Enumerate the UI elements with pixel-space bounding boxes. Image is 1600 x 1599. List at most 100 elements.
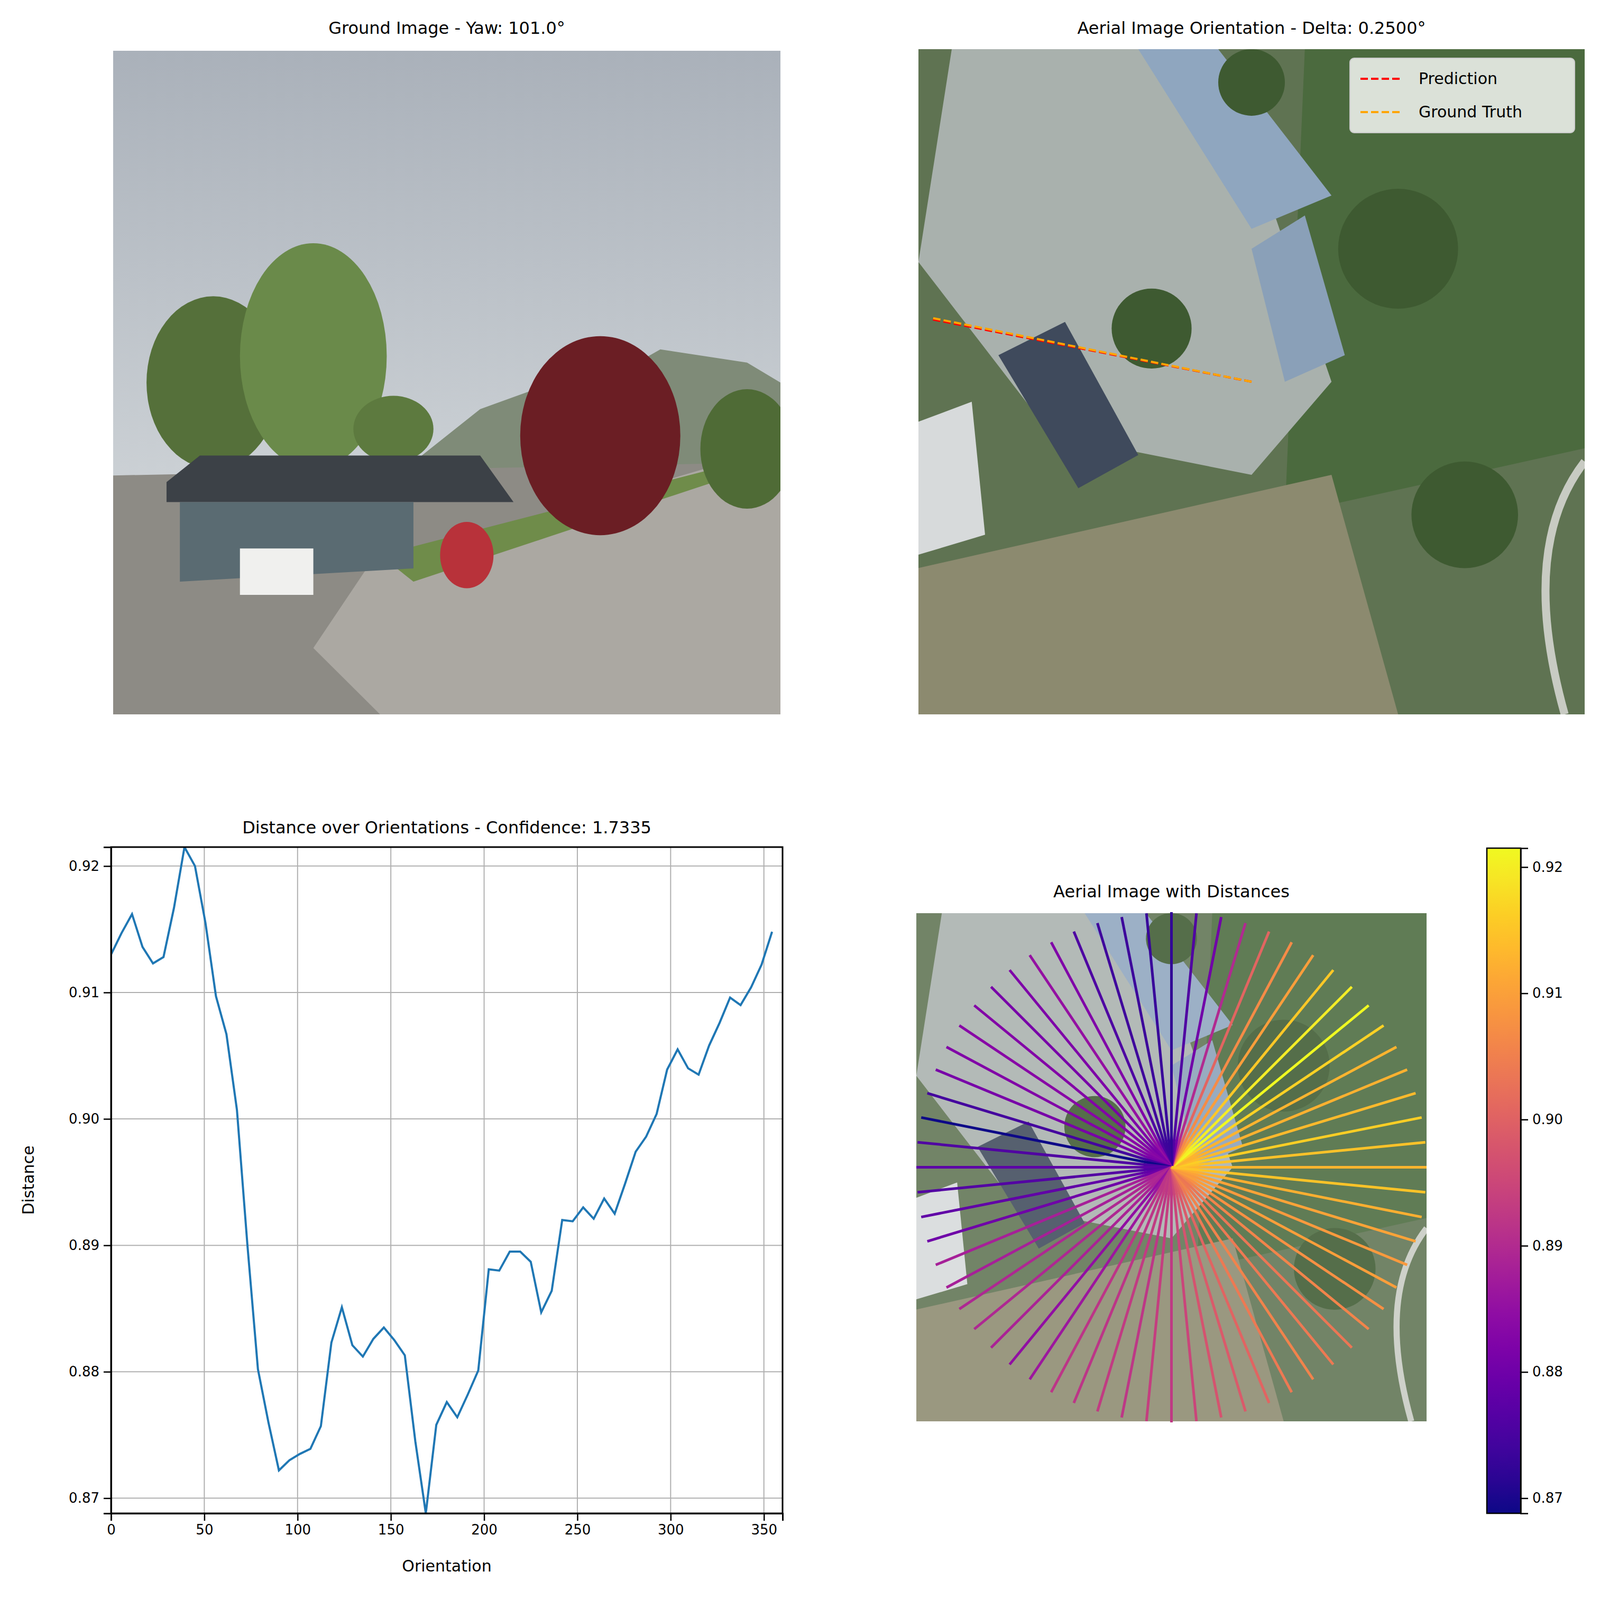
scene-shape: [918, 401, 986, 555]
figure: Ground Image - Yaw: 101.0° Aerial Image O…: [0, 0, 1600, 1599]
colorbar: [1486, 848, 1521, 1514]
ray: [1051, 942, 1172, 1168]
ray: [1171, 1025, 1384, 1167]
ray: [1171, 1167, 1408, 1266]
tick-mark: [103, 1244, 112, 1247]
grid-line: [111, 1118, 783, 1120]
truck: [240, 548, 314, 595]
y-axis-title: Distance: [19, 1145, 38, 1215]
tick-label: 150: [378, 1521, 405, 1538]
tick: 300: [657, 1513, 685, 1538]
tick-mark: [103, 1497, 112, 1500]
tick: 250: [564, 1513, 592, 1538]
ray: [1171, 1167, 1422, 1218]
ray: [1170, 912, 1173, 1168]
legend-box: [1349, 58, 1575, 133]
ray: [917, 1142, 1172, 1167]
orientation-lines: [931, 317, 1252, 382]
tick-mark: [1520, 992, 1529, 995]
tick-label: 0.92: [68, 858, 100, 875]
grid-line: [297, 847, 299, 1514]
legend: Prediction Ground Truth: [1349, 58, 1575, 133]
grid-line: [483, 847, 485, 1514]
grid-line: [390, 847, 392, 1514]
tick-label: 250: [564, 1521, 592, 1538]
chart-title: Distance over Orientations - Confidence:…: [242, 817, 652, 838]
rays: [916, 912, 1427, 1423]
tick-mark: [576, 1513, 579, 1521]
grid-line: [576, 847, 578, 1514]
legend-label: Prediction: [1418, 69, 1498, 88]
panel-title: Ground Image - Yaw: 101.0°: [328, 17, 566, 39]
tick-label: 0.89: [1532, 1237, 1563, 1254]
scene-shape: [1284, 49, 1585, 516]
tick: 0.87: [1520, 1490, 1563, 1506]
tick: 0.88: [68, 1363, 112, 1380]
ray: [1009, 970, 1172, 1168]
axis-line: [103, 847, 112, 1514]
tick-mark: [1520, 1371, 1529, 1374]
tick-label: 0.87: [1532, 1490, 1563, 1506]
tick-label: 0.90: [68, 1110, 100, 1127]
axis-line: [111, 1513, 784, 1522]
ray: [1171, 1167, 1292, 1393]
ray: [1171, 1165, 1428, 1169]
scene-shape: [1251, 215, 1345, 383]
tick-label: 0.91: [1532, 985, 1563, 1001]
tick: 0: [106, 1513, 116, 1538]
ray: [1171, 916, 1222, 1167]
ray: [1170, 1167, 1173, 1423]
tick-mark: [110, 1513, 113, 1521]
tick-label: 0.89: [68, 1237, 100, 1254]
tick-mark: [1520, 1118, 1529, 1121]
ray: [974, 1005, 1172, 1167]
legend-swatch: [1360, 77, 1403, 80]
ray: [1171, 1167, 1314, 1380]
panel-title: Aerial Image Orientation - Delta: 0.2500…: [1077, 17, 1427, 39]
plot-area: [111, 847, 772, 1514]
ray: [1171, 970, 1334, 1168]
vegetation: [1338, 188, 1459, 309]
grid-line: [111, 1497, 783, 1499]
orientation-line: [931, 317, 1252, 382]
tick-label: 0.90: [1532, 1111, 1563, 1128]
aerial-ground: [918, 49, 1585, 715]
tick-label: 50: [195, 1521, 214, 1538]
legend-label: Ground Truth: [1418, 102, 1523, 122]
grid-line: [763, 847, 765, 1514]
vegetation: [1218, 49, 1285, 116]
scene-shape: [1138, 49, 1332, 229]
grid-line: [111, 1371, 783, 1373]
ray: [1171, 1167, 1334, 1365]
tick-label: 0.92: [1532, 859, 1563, 876]
vegetation: [1411, 461, 1519, 569]
tick-mark: [670, 1513, 673, 1521]
tick: 0.91: [1520, 985, 1563, 1001]
scene-shape: [918, 474, 1399, 715]
y-axis: 0.870.880.890.900.910.92: [68, 847, 112, 1514]
tick: 350: [750, 1513, 778, 1538]
tick: 0.87: [68, 1490, 112, 1506]
ray: [1171, 1167, 1426, 1193]
sky: [113, 50, 781, 502]
tick-mark: [103, 1371, 112, 1373]
tick: 100: [284, 1513, 311, 1538]
tick-label: 100: [284, 1521, 311, 1538]
grid-line: [669, 847, 671, 1514]
ray: [1171, 931, 1270, 1168]
path-track: [1545, 461, 1585, 715]
tick-mark: [204, 1513, 206, 1521]
grid-line: [203, 847, 205, 1514]
tick: 150: [378, 1513, 405, 1538]
grid-line: [111, 1244, 783, 1246]
grid-line: [111, 991, 783, 993]
grid-line: [111, 865, 783, 867]
tick: 200: [471, 1513, 498, 1538]
tick-mark: [103, 991, 112, 994]
ray: [935, 1069, 1172, 1168]
ray: [1009, 1167, 1172, 1365]
tick-mark: [1520, 866, 1529, 869]
tick-label: 0: [106, 1521, 116, 1538]
ray: [946, 1167, 1172, 1288]
tick-mark: [483, 1513, 486, 1521]
